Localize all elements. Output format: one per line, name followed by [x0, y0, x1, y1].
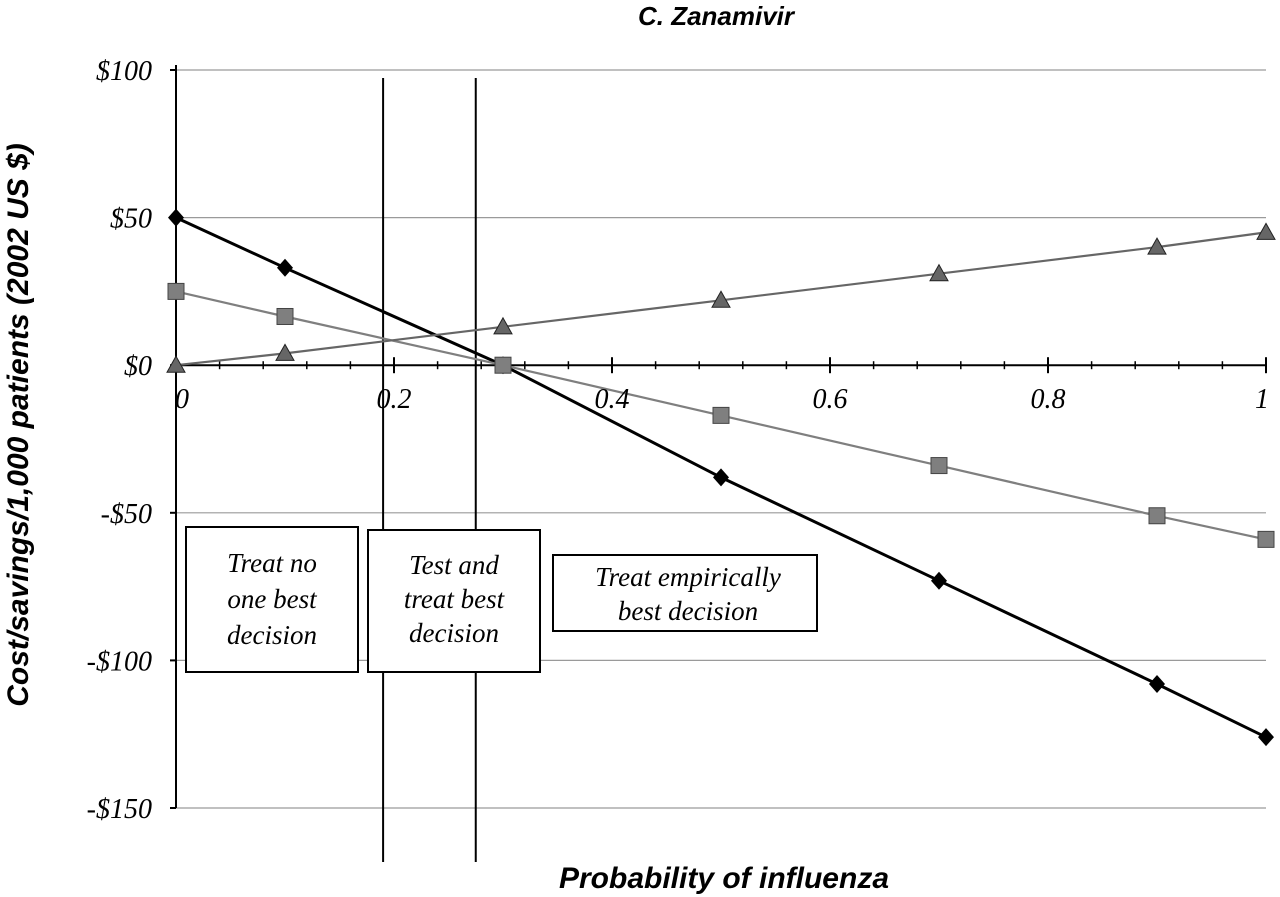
series-1-point-1	[276, 307, 294, 325]
y-tick-label-4: -$100	[87, 646, 152, 677]
y-tick-label-3: -$50	[101, 499, 152, 530]
annotation-text-1-2: decision	[409, 618, 499, 648]
annotation-text-1-1: treat best	[404, 584, 506, 614]
series-0-point-3	[713, 468, 729, 487]
series-2-point-4	[929, 263, 949, 282]
series-2-point-0	[166, 355, 186, 373]
annotations: Treat no one best decision Test and treat be…	[185, 526, 818, 673]
y-tick-labels: $100 $50 $0 -$50 -$100 -$150	[87, 56, 152, 825]
series-0-point-1	[277, 258, 293, 277]
series-1-point-6	[1257, 530, 1275, 548]
annotation-box-0	[185, 526, 359, 673]
annotation-text-0-1: one best	[227, 584, 318, 614]
series-2-point-3	[711, 290, 731, 308]
x-tick-label-0: 0	[175, 384, 189, 415]
chart-title: C. Zanamivir	[638, 1, 796, 31]
annotation-box-1	[367, 529, 541, 673]
series-0-point-0	[168, 208, 184, 227]
grid	[176, 69, 1266, 809]
series-2-point-2	[493, 316, 513, 335]
y-tick-label-1: $50	[110, 204, 152, 235]
annotation-text-0-0: Treat no	[227, 548, 317, 578]
y-tick-label-5: -$150	[87, 794, 152, 825]
series-1-point-0	[167, 282, 185, 300]
threshold-lines	[382, 78, 477, 862]
x-tick-labels: 0 0.2 0.4 0.6 0.8 1	[175, 384, 1269, 415]
series	[166, 208, 1276, 747]
series-2-point-6	[1256, 222, 1276, 240]
y-tick-label-0: $100	[96, 56, 152, 87]
series-1-point-5	[1148, 507, 1166, 525]
series-1-point-2	[494, 356, 512, 374]
series-0-point-4	[931, 571, 947, 590]
annotation-text-1-0: Test and	[409, 550, 499, 580]
series-1	[167, 282, 1275, 548]
x-tick-label-1: 0.2	[377, 384, 412, 415]
series-2-point-1	[275, 343, 295, 361]
series-0-point-6	[1258, 728, 1274, 747]
annotation-text-2-1: best decision	[618, 596, 758, 626]
x-tick-label-2: 0.4	[595, 384, 630, 415]
series-2-point-5	[1147, 237, 1167, 255]
x-tick-label-5: 1	[1255, 384, 1269, 415]
axes	[170, 65, 1267, 809]
annotation-text-0-2: decision	[227, 620, 317, 650]
annotation-box-2	[552, 554, 818, 632]
x-axis-title: Probability of influenza	[559, 862, 889, 895]
series-2	[166, 222, 1276, 373]
y-tick-label-2: $0	[124, 351, 152, 382]
x-tick-label-3: 0.6	[813, 384, 848, 415]
series-0-point-5	[1149, 675, 1165, 694]
series-1-point-3	[712, 406, 730, 424]
series-0	[168, 208, 1274, 747]
series-1-point-4	[930, 457, 948, 475]
x-tick-label-4: 0.8	[1031, 384, 1066, 415]
annotation-text-2-0: Treat empirically	[595, 562, 781, 592]
y-axis-title: Cost/savings/1,000 patients (2002 US $)	[2, 143, 35, 707]
